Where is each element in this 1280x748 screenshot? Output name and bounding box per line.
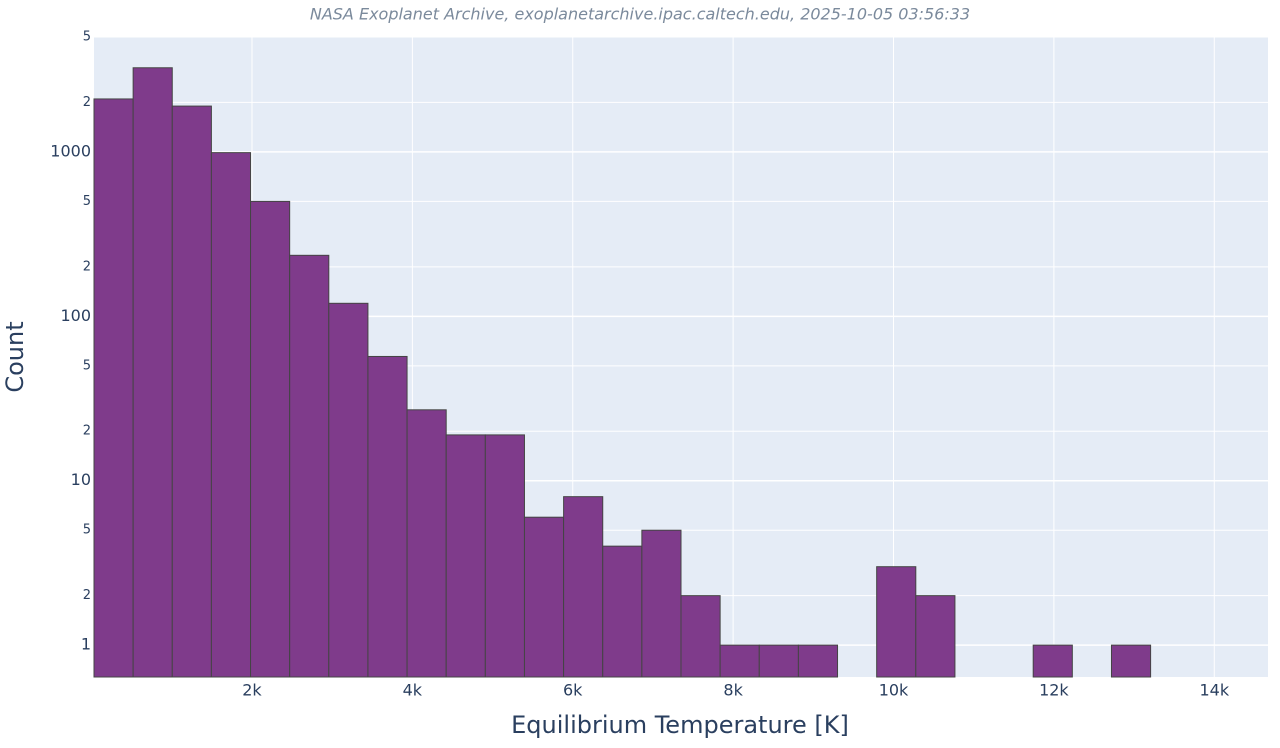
y-tick-label: 1 [81,635,91,654]
y-tick-label: 2 [83,424,91,439]
bar [680,595,721,678]
bar [719,644,760,678]
bar [1110,644,1152,678]
bar [758,644,799,678]
bar [563,496,604,678]
x-tick-label: 4k [403,681,423,700]
x-tick-label: 14k [1199,681,1229,700]
bar [93,98,134,678]
bar [484,434,525,678]
y-tick-label: 2 [83,95,91,110]
bar [915,595,956,678]
x-tick-label: 10k [879,681,909,700]
bar [367,355,408,678]
bar [250,200,291,678]
bar [641,529,682,678]
bar [1032,644,1073,678]
y-tick-label: 1000 [50,141,91,160]
bar [328,302,369,678]
x-tick-label: 12k [1039,681,1069,700]
bar [289,254,330,678]
x-axis-label: Equilibrium Temperature [K] [511,711,849,739]
y-tick-label: 5 [83,358,91,373]
y-tick-label: 5 [83,194,91,209]
y-tick-label: 2 [83,588,91,603]
bar [132,67,173,678]
y-tick-label: 100 [60,306,91,325]
y-tick-label: 5 [83,30,91,45]
x-tick-label: 2k [242,681,262,700]
x-tick-label: 6k [563,681,583,700]
bar [876,566,917,678]
bar [797,644,839,678]
bar [406,409,447,678]
y-tick-label: 5 [83,523,91,538]
y-axis-label: Count [1,321,29,392]
bar [171,105,212,678]
bar [602,545,643,678]
y-tick-label: 10 [71,470,91,489]
chart-title: NASA Exoplanet Archive, exoplanetarchive… [310,5,970,24]
bar [523,516,565,678]
x-tick-label: 8k [723,681,743,700]
bar [210,152,252,678]
bar [445,434,486,678]
y-tick-label: 2 [83,259,91,274]
